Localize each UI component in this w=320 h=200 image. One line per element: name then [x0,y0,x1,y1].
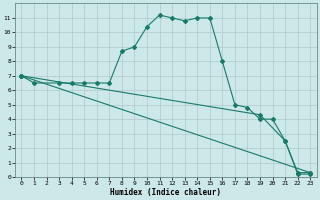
X-axis label: Humidex (Indice chaleur): Humidex (Indice chaleur) [110,188,221,197]
